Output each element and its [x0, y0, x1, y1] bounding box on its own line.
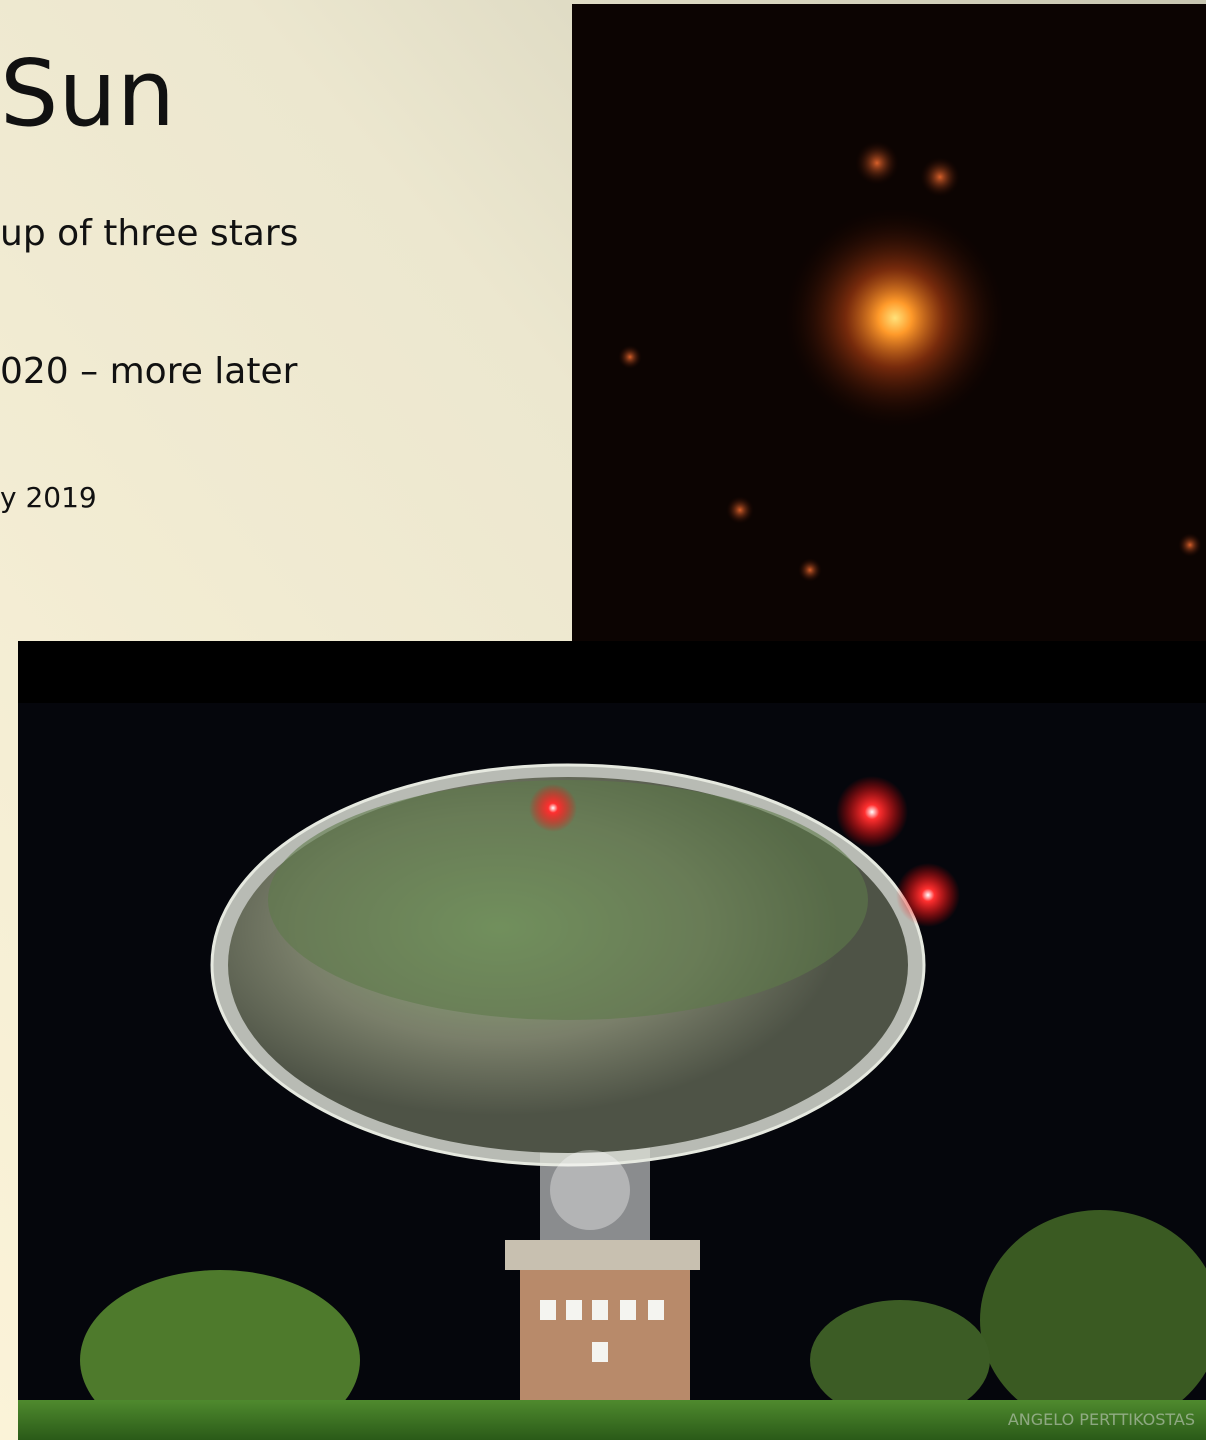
- bullet: 020 – more later: [0, 351, 298, 392]
- slide-title: Sun: [0, 40, 175, 147]
- bullet: up of three stars: [0, 213, 298, 254]
- bullet: y 2019: [0, 481, 97, 514]
- telescope-photo: ANGELO PERTTIKOSTAS: [18, 641, 1206, 1440]
- photo-credit: ANGELO PERTTIKOSTAS: [1008, 1410, 1195, 1429]
- xray-image: [572, 4, 1206, 641]
